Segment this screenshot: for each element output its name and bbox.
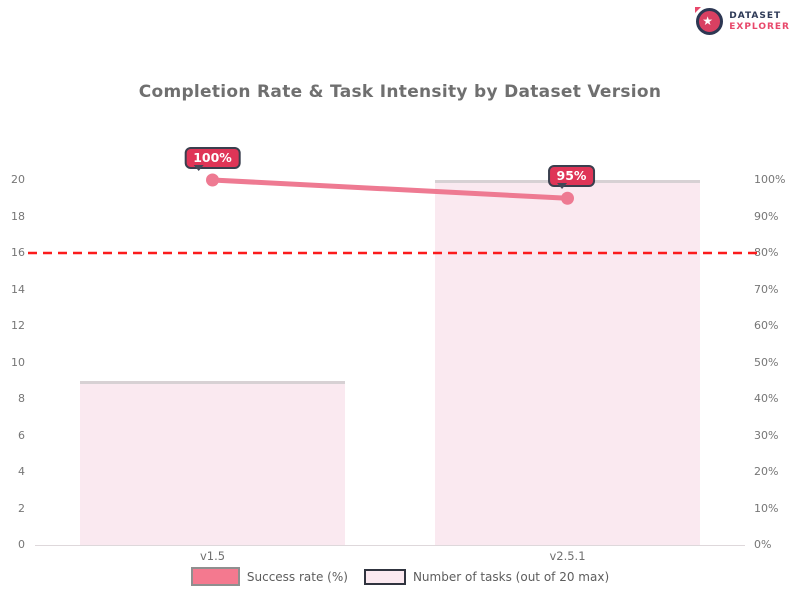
rocket-icon: ★: [702, 14, 713, 28]
legend-item[interactable]: Success rate (%): [190, 567, 348, 586]
brand-name-line1: DATASET: [729, 10, 782, 21]
y-axis-left-tick-label: 8: [18, 392, 25, 405]
y-axis-left-tick-label: 10: [11, 355, 25, 369]
y-axis-left-tick-label: 18: [11, 209, 25, 223]
brand-logo-icon: ★: [695, 7, 724, 35]
y-axis-right-tick-label: 90%: [754, 209, 779, 223]
y-axis-right-tick-label: 50%: [754, 355, 779, 369]
brand-name-line2: EXPLORER: [729, 21, 790, 32]
y-axis-right-tick-label: 0%: [754, 538, 772, 551]
y-axis-left-tick-label: 2: [18, 501, 25, 515]
y-axis-left-tick-label: 14: [11, 282, 25, 296]
y-axis-left-tick-label: 20: [11, 173, 25, 186]
y-axis-right-tick-label: 10%: [754, 501, 779, 515]
y-axis-right-tick-label: 100%: [754, 173, 786, 186]
y-axis-left-tick-label: 0: [18, 538, 25, 551]
legend: Success rate (%) Number of tasks (out of …: [0, 567, 800, 586]
legend-swatch: [363, 568, 406, 585]
y-axis-left-tick-label: 12: [11, 319, 25, 332]
data-point-callout: 95%: [547, 165, 596, 190]
y-axis-left-tick-label: 4: [18, 465, 25, 478]
legend-item[interactable]: Number of tasks (out of 20 max): [363, 568, 610, 585]
y-axis-right-tick-label: 30%: [754, 428, 779, 442]
y-axis-right-tick-label: 20%: [754, 465, 779, 478]
x-axis-category-label: v1.5: [199, 549, 226, 563]
legend-label: Number of tasks (out of 20 max): [412, 569, 610, 584]
chart-title: Completion Rate & Task Intensity by Data…: [138, 82, 662, 102]
bar[interactable]: [80, 380, 345, 545]
y-axis-left-tick-label: 16: [11, 246, 25, 259]
y-axis-right-tick-label: 60%: [754, 319, 779, 332]
x-axis-line: [35, 545, 745, 546]
data-point-callout: 100%: [184, 147, 241, 171]
spark-icon: [695, 7, 702, 13]
y-axis-right-tick-label: 80%: [754, 246, 779, 259]
brand-logo: ★ DATASET EXPLORER: [695, 7, 790, 35]
legend-label: Success rate (%): [246, 569, 348, 584]
brand-name: DATASET EXPLORER: [729, 11, 790, 33]
legend-swatch: [190, 567, 240, 586]
y-axis-right-tick-label: 70%: [754, 282, 779, 296]
y-axis-right-tick-label: 40%: [754, 392, 779, 405]
y-axis-left-tick-label: 6: [18, 428, 25, 442]
bar[interactable]: [435, 180, 700, 545]
x-axis-category-label: v2.5.1: [549, 549, 586, 563]
data-point[interactable]: [206, 173, 219, 187]
